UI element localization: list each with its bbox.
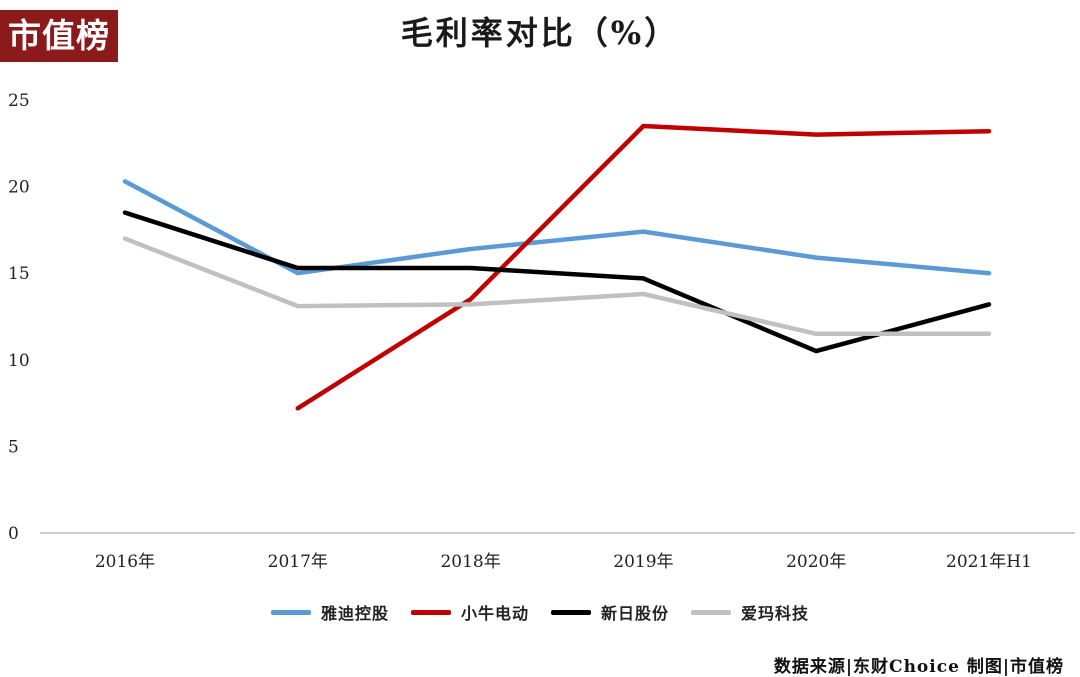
y-tick-label: 0 xyxy=(8,524,19,544)
x-tick-label: 2016年 xyxy=(95,552,155,572)
y-tick-label: 25 xyxy=(8,91,30,111)
chart-title: 毛利率对比（%） xyxy=(400,14,680,52)
legend-label: 爱玛科技 xyxy=(741,604,810,623)
x-tick-label: 2018年 xyxy=(440,552,500,572)
series-line xyxy=(122,179,992,276)
y-tick-label: 15 xyxy=(8,264,30,284)
legend-label: 雅迪控股 xyxy=(320,604,389,623)
legend-swatch xyxy=(551,609,591,615)
legend-label: 小牛电动 xyxy=(460,604,529,623)
chart-legend: 雅迪控股 小牛电动 新日股份 爱玛科技 xyxy=(0,600,1080,624)
source-note: 数据来源|东财Choice 制图|市值榜 xyxy=(773,657,1064,677)
y-tick-label: 10 xyxy=(8,351,30,371)
legend-item: 新日股份 xyxy=(551,600,669,624)
legend-swatch xyxy=(270,609,311,615)
brand-logo: 市值榜 xyxy=(0,10,118,62)
x-tick-label: 2021年H1 xyxy=(946,552,1032,572)
legend-item: 雅迪控股 xyxy=(270,600,389,624)
legend-label: 新日股份 xyxy=(601,604,670,623)
legend-swatch xyxy=(691,609,732,615)
x-tick-label: 2019年 xyxy=(613,552,673,572)
legend-swatch xyxy=(410,609,451,615)
y-tick-label: 20 xyxy=(8,178,30,198)
series-line xyxy=(122,210,992,354)
x-tick-label: 2017年 xyxy=(268,552,328,572)
legend-item: 小牛电动 xyxy=(410,600,529,624)
legend-item: 爱玛科技 xyxy=(691,600,809,624)
line-chart: 0 5 10 15 20 25 2016年 2017年 2018年 2019年 2020年 2021年… xyxy=(8,91,1075,572)
x-tick-label: 2020年 xyxy=(786,552,846,572)
y-tick-label: 5 xyxy=(8,437,19,457)
series-line xyxy=(122,236,992,337)
series-line xyxy=(295,123,992,411)
